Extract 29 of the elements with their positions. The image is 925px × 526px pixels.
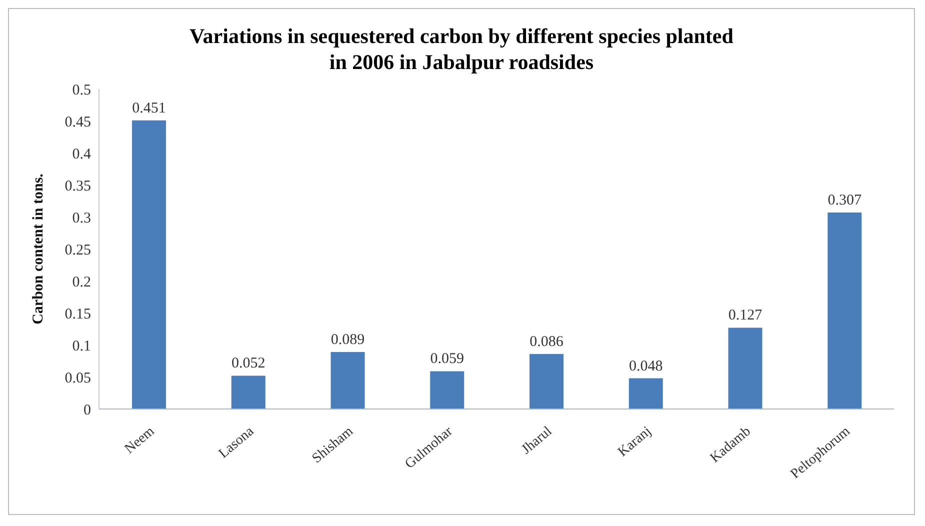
data-label: 0.048 xyxy=(629,358,663,374)
data-label: 0.086 xyxy=(530,334,564,350)
y-tick-label: 0.4 xyxy=(72,146,92,162)
y-tick-label: 0.1 xyxy=(72,338,91,354)
data-label: 0.127 xyxy=(728,308,763,324)
y-tick-label: 0.25 xyxy=(64,242,91,258)
bar xyxy=(628,378,663,409)
y-tick-label: 0.35 xyxy=(64,178,91,194)
data-label: 0.059 xyxy=(430,351,464,368)
chart-title: Variations in sequestered carbon by different species planted in 2006 in Jabalpur roadsides xyxy=(189,23,734,75)
bar xyxy=(728,328,762,409)
bar xyxy=(430,371,464,409)
y-tick-label: 0 xyxy=(84,402,91,418)
y-tick-label: 0.05 xyxy=(64,370,91,386)
bar xyxy=(530,354,564,409)
y-tick-label: 0.3 xyxy=(72,210,91,226)
bar xyxy=(828,212,862,409)
bar xyxy=(231,376,266,409)
y-tick-label: 0.2 xyxy=(72,274,91,290)
y-tick-label: 0.45 xyxy=(64,114,91,130)
data-label: 0.089 xyxy=(330,332,365,348)
y-tick-label: 0.5 xyxy=(72,82,91,98)
bar xyxy=(132,120,166,409)
data-label: 0.307 xyxy=(828,192,862,209)
data-label: 0.052 xyxy=(232,356,266,372)
y-tick-label: 0.15 xyxy=(64,306,91,322)
y-axis-title: Carbon content in tons. xyxy=(30,173,46,324)
data-label: 0.451 xyxy=(132,100,166,116)
bar xyxy=(330,352,365,409)
